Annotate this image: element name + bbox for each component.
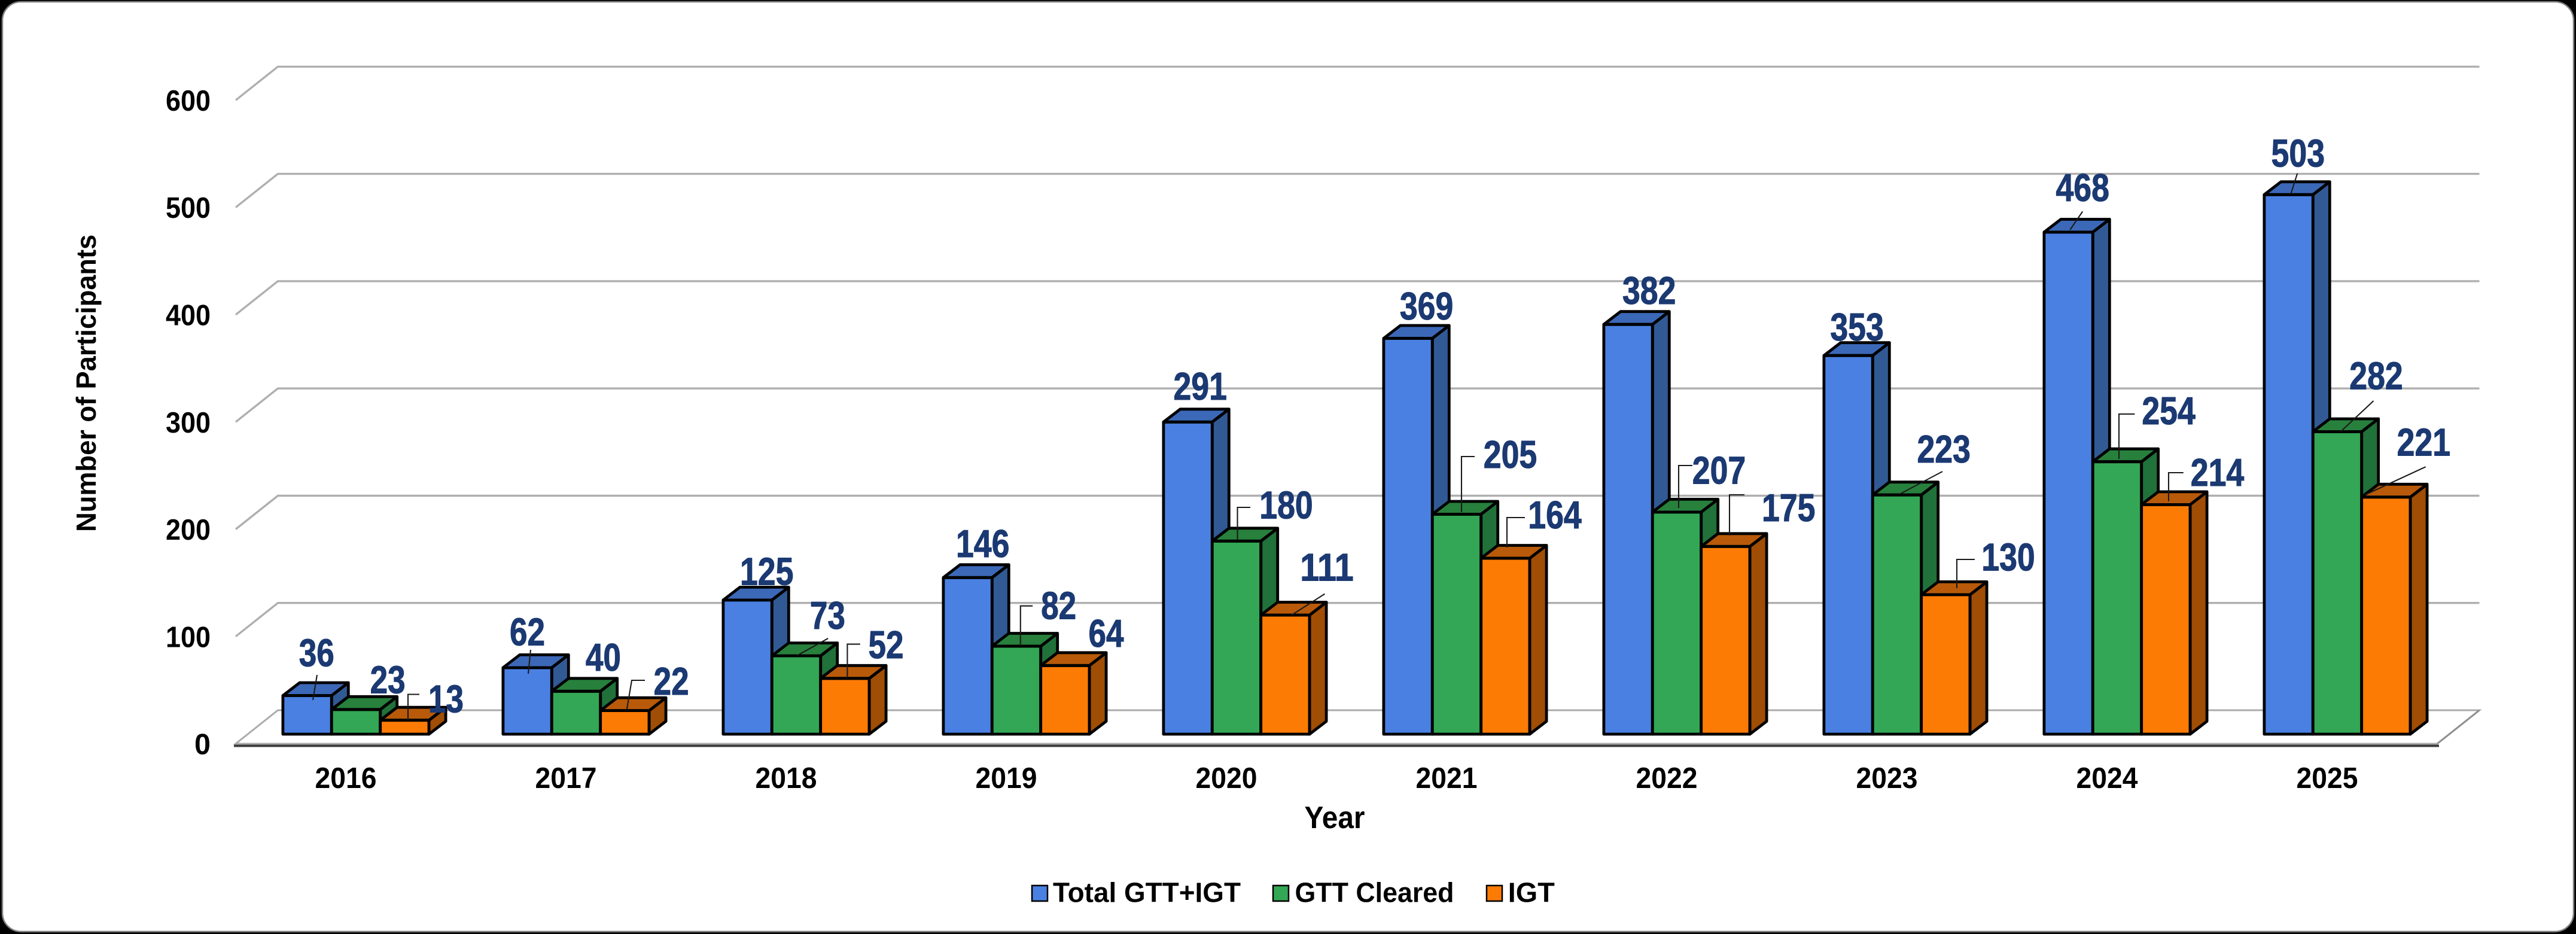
svg-text:2016: 2016 xyxy=(315,762,377,795)
svg-text:282: 282 xyxy=(2349,354,2403,398)
svg-text:40: 40 xyxy=(586,635,621,679)
svg-text:500: 500 xyxy=(166,192,211,224)
svg-text:22: 22 xyxy=(654,659,689,703)
svg-text:223: 223 xyxy=(1917,427,1971,471)
svg-text:221: 221 xyxy=(2397,420,2451,464)
svg-text:23: 23 xyxy=(370,658,406,702)
svg-text:205: 205 xyxy=(1484,433,1537,476)
svg-text:353: 353 xyxy=(1830,305,1884,349)
svg-text:369: 369 xyxy=(1400,284,1454,328)
svg-text:207: 207 xyxy=(1692,449,1746,492)
svg-text:2018: 2018 xyxy=(756,762,817,795)
svg-text:300: 300 xyxy=(166,407,211,439)
svg-text:IGT: IGT xyxy=(1508,877,1555,908)
svg-text:0: 0 xyxy=(194,729,211,761)
svg-text:400: 400 xyxy=(166,300,211,332)
svg-text:Year: Year xyxy=(1305,801,1365,835)
svg-text:146: 146 xyxy=(956,522,1010,565)
svg-text:13: 13 xyxy=(428,677,464,721)
svg-text:2022: 2022 xyxy=(1636,762,1698,795)
svg-text:291: 291 xyxy=(1173,364,1227,408)
svg-text:382: 382 xyxy=(1622,269,1676,312)
svg-text:82: 82 xyxy=(1041,584,1076,628)
svg-text:2024: 2024 xyxy=(2076,762,2138,795)
svg-text:GTT Cleared: GTT Cleared xyxy=(1295,877,1454,908)
svg-text:130: 130 xyxy=(1981,536,2035,579)
svg-text:111: 111 xyxy=(1300,546,1354,589)
svg-text:600: 600 xyxy=(166,85,211,117)
svg-text:254: 254 xyxy=(2142,389,2196,433)
svg-text:2023: 2023 xyxy=(1856,762,1918,795)
svg-text:214: 214 xyxy=(2191,451,2245,494)
svg-text:36: 36 xyxy=(299,631,334,675)
svg-text:62: 62 xyxy=(510,610,545,654)
svg-text:2025: 2025 xyxy=(2297,762,2358,795)
svg-text:Number of Participants: Number of Participants xyxy=(71,235,102,532)
svg-text:2021: 2021 xyxy=(1416,762,1478,795)
svg-text:468: 468 xyxy=(2056,166,2109,209)
svg-text:2019: 2019 xyxy=(976,762,1037,795)
svg-text:100: 100 xyxy=(166,621,211,653)
svg-text:125: 125 xyxy=(740,550,794,594)
svg-text:73: 73 xyxy=(810,594,845,637)
svg-text:Total GTT+IGT: Total GTT+IGT xyxy=(1053,877,1241,908)
svg-text:200: 200 xyxy=(166,514,211,546)
svg-text:164: 164 xyxy=(1528,493,1582,537)
svg-text:52: 52 xyxy=(869,623,904,667)
svg-text:180: 180 xyxy=(1259,483,1313,527)
svg-text:2020: 2020 xyxy=(1196,762,1257,795)
svg-text:503: 503 xyxy=(2271,132,2325,175)
svg-text:2017: 2017 xyxy=(535,762,597,795)
svg-text:175: 175 xyxy=(1762,486,1816,530)
svg-text:64: 64 xyxy=(1089,611,1124,655)
